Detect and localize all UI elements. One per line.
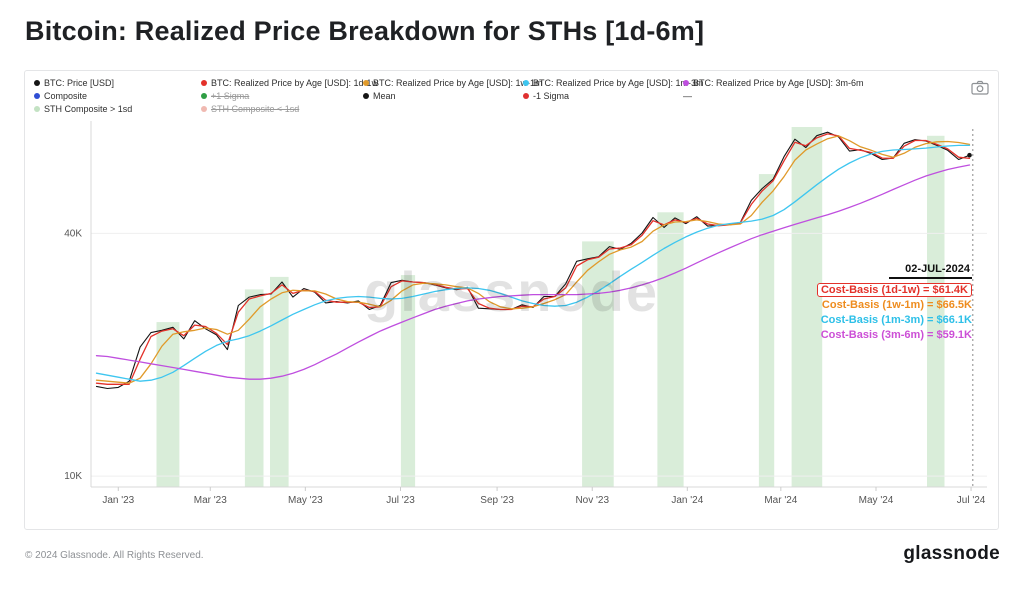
legend-item-label: — xyxy=(683,91,692,101)
legend-item[interactable]: BTC: Realized Price by Age [USD]: 1m-3m xyxy=(523,78,704,88)
page-title: Bitcoin: Realized Price Breakdown for ST… xyxy=(25,16,705,46)
sth-composite-band xyxy=(156,322,180,487)
price-chart[interactable]: 40K 10K Jan '23 Mar '23 May '23 Jul '23 Sep '2… xyxy=(25,113,998,529)
marker-annotation: 02-JUL-2024 Cost-Basis (1d-1w) = $61.4K C… xyxy=(816,259,972,343)
sth-composite-band xyxy=(758,174,775,487)
legend-item-label: Composite xyxy=(44,91,88,101)
legend-color-dot xyxy=(363,93,369,99)
sth-composite-band xyxy=(657,212,684,488)
cost-basis-lines: Cost-Basis (1d-1w) = $61.4K Cost-Basis (1… xyxy=(816,283,972,343)
legend-row: STH Composite > 1sd STH Composite < 1sd xyxy=(34,104,954,114)
legend-item-label: BTC: Realized Price by Age [USD]: 1w-1m xyxy=(373,78,543,88)
copyright-text: © 2024 Glassnode. All Rights Reserved. xyxy=(25,550,204,561)
legend-item[interactable]: +1 Sigma xyxy=(201,91,363,101)
legend-item-label: STH Composite > 1sd xyxy=(44,104,133,114)
legend-color-dot xyxy=(34,106,40,112)
price-end-marker xyxy=(967,152,972,158)
chart-card: BTC: Price [USD] BTC: Realized Price by A… xyxy=(24,70,999,530)
legend-item[interactable]: BTC: Realized Price by Age [USD]: 3m-6m xyxy=(683,78,954,88)
x-axis-label: Jul '23 xyxy=(386,495,415,506)
sth-composite-band xyxy=(791,127,823,487)
cost-basis-label: Cost-Basis (1w-1m) = $66.5K xyxy=(821,299,972,311)
legend-color-dot xyxy=(34,93,40,99)
series-realized-1w-1m[interactable] xyxy=(95,135,971,384)
cost-basis-label: Cost-Basis (3m-6m) = $59.1K xyxy=(820,329,972,341)
sth-composite-band xyxy=(244,289,264,487)
y-axis-label: 40K xyxy=(64,228,82,239)
legend-color-dot xyxy=(523,80,529,86)
legend-item[interactable]: BTC: Price [USD] xyxy=(34,78,201,88)
legend-item-label: -1 Sigma xyxy=(533,91,570,101)
legend: BTC: Price [USD] BTC: Realized Price by A… xyxy=(34,78,954,117)
x-axis-label: Nov '23 xyxy=(575,495,609,506)
camera-button[interactable] xyxy=(971,80,989,95)
x-axis-label: May '24 xyxy=(859,495,894,506)
legend-item[interactable]: STH Composite < 1sd xyxy=(201,104,363,114)
sth-composite-band xyxy=(270,276,289,487)
legend-item-label: BTC: Realized Price by Age [USD]: 3m-6m xyxy=(693,78,864,88)
legend-color-dot xyxy=(201,93,207,99)
legend-item[interactable]: STH Composite > 1sd xyxy=(34,104,201,114)
legend-item[interactable]: Mean xyxy=(363,91,523,101)
x-axis-label: Jul '24 xyxy=(957,495,986,506)
legend-color-dot xyxy=(363,80,369,86)
legend-row: Composite +1 Sigma Mean -1 Sigma — xyxy=(34,91,954,101)
x-axis-label: Sep '23 xyxy=(480,495,514,506)
series-realized-1m-3m[interactable] xyxy=(95,144,971,382)
legend-item[interactable]: -1 Sigma xyxy=(523,91,683,101)
legend-color-dot xyxy=(523,93,529,99)
x-axis-label: Jan '23 xyxy=(102,495,134,506)
legend-item-label: BTC: Realized Price by Age [USD]: 1d-1w xyxy=(211,78,379,88)
legend-item-label: STH Composite < 1sd xyxy=(211,104,300,114)
x-axis-label: Mar '24 xyxy=(764,495,797,506)
legend-item-label: Mean xyxy=(373,91,396,101)
y-axis-label: 10K xyxy=(64,471,82,482)
camera-icon xyxy=(971,80,989,95)
chart-area: 40K 10K Jan '23 Mar '23 May '23 Jul '23 Sep '2… xyxy=(25,113,998,529)
legend-color-dot xyxy=(34,80,40,86)
legend-item-label: BTC: Realized Price by Age [USD]: 1m-3m xyxy=(533,78,704,88)
legend-item-label: +1 Sigma xyxy=(211,91,250,101)
legend-color-dot xyxy=(683,80,689,86)
x-axis-label: Mar '23 xyxy=(194,495,227,506)
legend-color-dot xyxy=(201,106,207,112)
marker-date: 02-JUL-2024 xyxy=(889,263,972,279)
legend-item[interactable]: Composite xyxy=(34,91,201,101)
legend-color-dot xyxy=(201,80,207,86)
cost-basis-label: Cost-Basis (1d-1w) = $61.4K xyxy=(816,283,972,298)
glassnode-logo: glassnode xyxy=(903,543,1000,564)
x-axis-label: Jan '24 xyxy=(671,495,703,506)
legend-row: BTC: Price [USD] BTC: Realized Price by A… xyxy=(34,78,954,88)
series-btc-price[interactable] xyxy=(95,131,971,390)
sth-composite-band xyxy=(927,135,945,488)
sth-composite-band xyxy=(400,275,416,487)
series-realized-3m-6m[interactable] xyxy=(95,164,971,380)
legend-item[interactable]: BTC: Realized Price by Age [USD]: 1w-1m xyxy=(363,78,543,88)
legend-item[interactable]: — xyxy=(683,91,954,101)
legend-item[interactable]: BTC: Realized Price by Age [USD]: 1d-1w xyxy=(201,78,378,88)
sth-composite-band xyxy=(582,241,614,487)
cost-basis-label: Cost-Basis (1m-3m) = $66.1K xyxy=(820,314,972,326)
x-axis-label: May '23 xyxy=(288,495,323,506)
legend-item-label: BTC: Price [USD] xyxy=(44,78,115,88)
